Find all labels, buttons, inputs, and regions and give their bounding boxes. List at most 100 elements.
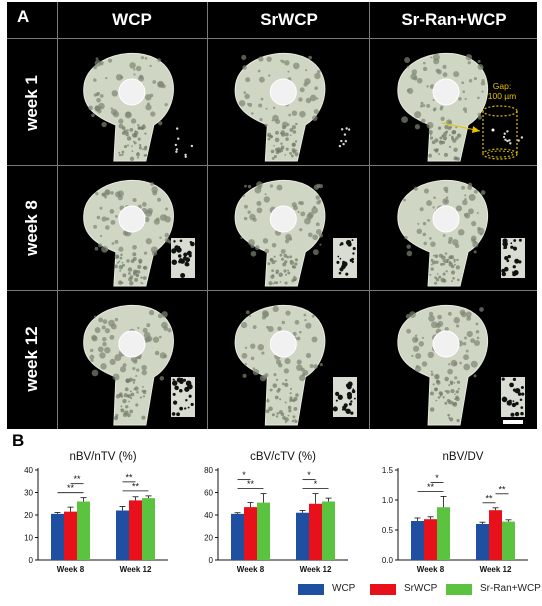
trabecular-pore bbox=[434, 138, 439, 143]
cylinder-pore bbox=[187, 406, 190, 409]
trabecular-pore bbox=[456, 258, 459, 262]
trabecular-pore bbox=[273, 144, 275, 147]
trabecular-pore bbox=[164, 214, 167, 218]
trabecular-pore bbox=[159, 352, 167, 359]
cylinder-pore bbox=[345, 383, 351, 388]
trabecular-pore bbox=[459, 361, 462, 365]
trabecular-pore bbox=[289, 396, 293, 400]
trabecular-pore bbox=[112, 111, 120, 118]
trabecular-pore bbox=[258, 76, 265, 83]
y-tick-label: 40 bbox=[204, 511, 213, 520]
trabecular-pore bbox=[453, 258, 456, 262]
trabecular-pore bbox=[426, 200, 433, 207]
cylinder-pore bbox=[171, 412, 176, 416]
trabecular-pore bbox=[477, 59, 481, 63]
trabecular-pore bbox=[453, 147, 458, 153]
bone-fragment bbox=[174, 143, 178, 147]
trabecular-pore bbox=[318, 199, 322, 203]
cylinder-pore bbox=[185, 262, 190, 267]
trabecular-pore bbox=[135, 152, 140, 157]
trabecular-pore bbox=[455, 397, 460, 402]
trabecular-pore bbox=[416, 228, 422, 235]
trabecular-pore bbox=[319, 363, 323, 367]
implant-core bbox=[432, 205, 460, 233]
cylinder-pore bbox=[506, 400, 512, 406]
cylinder-pore bbox=[503, 247, 506, 250]
trabecular-pore bbox=[144, 216, 150, 223]
cylinder-pore bbox=[339, 257, 342, 260]
trabecular-pore bbox=[299, 330, 302, 334]
implant-core bbox=[432, 330, 460, 358]
trabecular-pore bbox=[289, 152, 292, 155]
bar bbox=[51, 513, 64, 560]
trabecular-pore bbox=[114, 354, 122, 362]
cylinder-pore bbox=[510, 242, 513, 245]
trabecular-pore bbox=[132, 252, 137, 257]
row-label-week1: week 1 bbox=[22, 75, 41, 131]
cylinder-pore bbox=[350, 411, 354, 415]
legend-label: WCP bbox=[332, 583, 356, 594]
trabecular-pore bbox=[121, 261, 124, 264]
trabecular-pore bbox=[105, 225, 110, 230]
cylinder-pore bbox=[172, 400, 178, 405]
trabecular-pore bbox=[257, 343, 265, 351]
trabecular-pore bbox=[242, 194, 245, 197]
bar bbox=[296, 512, 309, 560]
trabecular-pore bbox=[117, 280, 123, 285]
cylinder-pore bbox=[351, 389, 356, 394]
trabecular-pore bbox=[315, 222, 320, 227]
trabecular-pore bbox=[467, 61, 471, 65]
trabecular-pore bbox=[312, 205, 316, 209]
trabecular-pore bbox=[421, 118, 426, 124]
trabecular-pore bbox=[290, 154, 294, 158]
gap-label: 100 µm bbox=[488, 91, 517, 101]
y-tick-label: 1.0 bbox=[382, 496, 394, 505]
trabecular-pore bbox=[141, 364, 147, 371]
trabecular-pore bbox=[167, 328, 172, 333]
legend-swatch bbox=[298, 584, 324, 595]
cylinder-pore bbox=[514, 258, 520, 264]
cylinder-pore bbox=[507, 254, 511, 259]
bar bbox=[231, 513, 244, 560]
trabecular-pore bbox=[272, 282, 275, 285]
trabecular-pore bbox=[260, 97, 264, 101]
trabecular-pore bbox=[256, 200, 262, 206]
trabecular-pore bbox=[464, 198, 467, 201]
trabecular-pore bbox=[465, 54, 473, 61]
trabecular-pore bbox=[278, 388, 281, 392]
trabecular-pore bbox=[466, 330, 473, 338]
trabecular-pore bbox=[117, 261, 120, 264]
trabecular-pore bbox=[142, 327, 148, 333]
trabecular-pore bbox=[303, 82, 308, 87]
bone-image-wcp-week1 bbox=[58, 39, 207, 165]
significance-label: ** bbox=[427, 482, 435, 492]
trabecular-pore bbox=[448, 384, 451, 387]
trabecular-pore bbox=[476, 336, 480, 340]
trabecular-pore bbox=[98, 243, 103, 248]
trabecular-pore bbox=[453, 263, 456, 266]
cylinder-pore bbox=[514, 411, 520, 417]
trabecular-pore bbox=[453, 71, 460, 78]
bone-fragment bbox=[520, 136, 524, 139]
trabecular-pore bbox=[149, 93, 154, 98]
trabecular-pore bbox=[427, 351, 434, 359]
trabecular-pore bbox=[440, 116, 445, 121]
trabecular-pore bbox=[433, 58, 440, 65]
trabecular-pore bbox=[293, 62, 300, 70]
trabecular-pore bbox=[471, 221, 477, 227]
trabecular-pore bbox=[475, 322, 479, 326]
trabecular-pore bbox=[409, 311, 416, 318]
trabecular-pore bbox=[473, 76, 478, 81]
trabecular-pore bbox=[296, 359, 302, 365]
trabecular-pore bbox=[426, 85, 429, 88]
bone-fragment bbox=[517, 139, 520, 142]
column-header-wcp: WCP bbox=[112, 10, 152, 29]
bone-fragment bbox=[184, 153, 187, 157]
trabecular-pore bbox=[452, 276, 455, 280]
trabecular-pore bbox=[244, 184, 247, 188]
trabecular-pore bbox=[165, 207, 168, 211]
trabecular-pore bbox=[122, 273, 127, 278]
trabecular-pore bbox=[143, 251, 148, 255]
bone-fragment bbox=[344, 140, 348, 143]
trabecular-pore bbox=[123, 144, 128, 149]
